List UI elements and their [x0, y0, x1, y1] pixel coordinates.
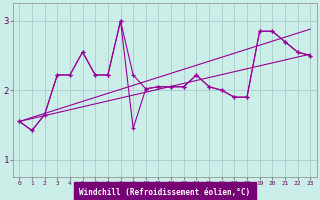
X-axis label: Windchill (Refroidissement éolien,°C): Windchill (Refroidissement éolien,°C): [79, 188, 250, 197]
